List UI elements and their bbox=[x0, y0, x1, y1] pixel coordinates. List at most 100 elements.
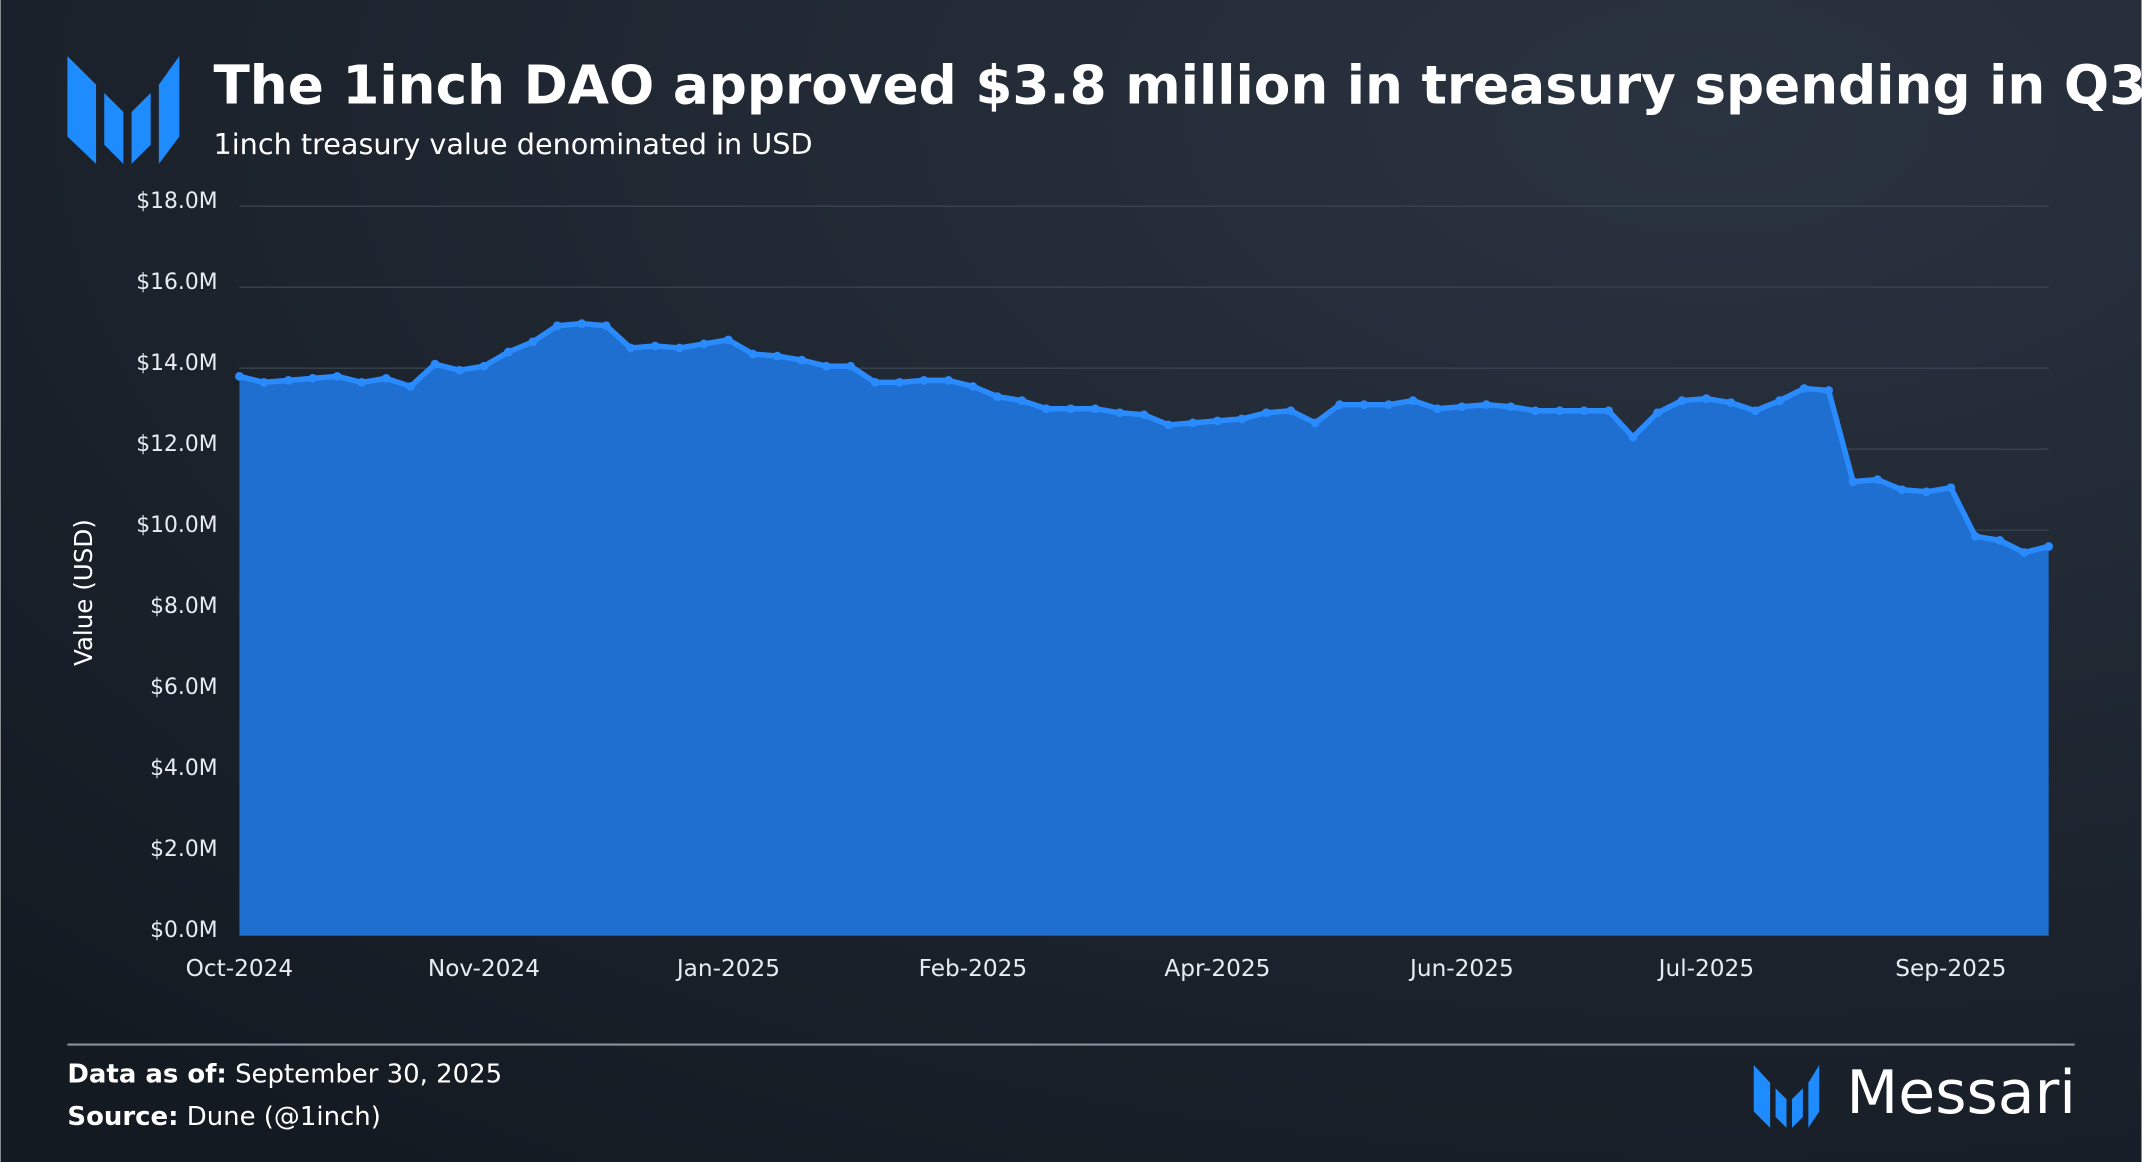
point bbox=[1848, 477, 1858, 487]
point bbox=[944, 376, 953, 385]
x-tick-label: Feb-2025 bbox=[919, 955, 1028, 982]
point bbox=[504, 347, 513, 357]
point bbox=[1530, 406, 1540, 416]
point bbox=[650, 341, 660, 351]
point bbox=[283, 376, 293, 385]
point bbox=[675, 343, 684, 353]
footer-source-label: Source: bbox=[67, 1101, 178, 1131]
point bbox=[1213, 416, 1222, 426]
brand-name: Messari bbox=[1846, 1058, 2076, 1128]
point bbox=[1139, 410, 1149, 420]
point bbox=[1335, 400, 1345, 410]
point bbox=[1824, 386, 1833, 395]
chart-title: The 1inch DAO approved $3.8 million in t… bbox=[213, 54, 2142, 116]
point bbox=[699, 339, 709, 349]
y-tick-label: $4.0M bbox=[150, 756, 217, 781]
point bbox=[1799, 384, 1809, 393]
y-axis-label: Value (USD) bbox=[69, 519, 98, 666]
point bbox=[1261, 408, 1271, 418]
point bbox=[479, 361, 489, 371]
point bbox=[870, 378, 880, 387]
footer-date-label: Data as of: bbox=[67, 1059, 226, 1089]
point bbox=[1188, 418, 1198, 428]
point bbox=[797, 355, 807, 365]
point bbox=[1408, 396, 1418, 405]
point bbox=[748, 349, 758, 359]
point bbox=[552, 321, 562, 331]
point bbox=[1579, 406, 1589, 416]
x-tick-label: Sep-2025 bbox=[1895, 955, 2006, 982]
y-tick-label: $10.0M bbox=[136, 513, 217, 538]
point bbox=[601, 321, 611, 331]
x-tick-label: Jun-2025 bbox=[1408, 955, 1514, 982]
point bbox=[1310, 418, 1320, 428]
point bbox=[2044, 542, 2054, 551]
point bbox=[430, 359, 440, 369]
point bbox=[1726, 398, 1736, 408]
y-tick-label: $18.0M bbox=[136, 189, 217, 214]
point bbox=[1628, 432, 1638, 442]
point bbox=[1702, 394, 1711, 403]
chart-subtitle: 1inch treasury value denominated in USD bbox=[213, 127, 812, 161]
point bbox=[406, 382, 415, 391]
y-tick-label: $14.0M bbox=[136, 351, 217, 376]
point bbox=[308, 373, 318, 383]
point bbox=[968, 382, 978, 391]
point bbox=[381, 373, 391, 383]
point bbox=[235, 371, 244, 381]
point bbox=[1115, 408, 1124, 418]
point bbox=[1457, 402, 1467, 412]
point bbox=[772, 351, 782, 361]
y-tick-label: $2.0M bbox=[150, 837, 217, 862]
y-tick-label: $0.0M bbox=[150, 918, 217, 943]
x-tick-label: Jan-2025 bbox=[675, 955, 780, 982]
point bbox=[895, 378, 904, 387]
brand-logo bbox=[1753, 1065, 1820, 1128]
x-tick-label: Jul-2025 bbox=[1657, 955, 1754, 982]
point bbox=[1750, 406, 1760, 416]
point bbox=[1286, 406, 1296, 416]
point bbox=[846, 361, 856, 371]
x-tick-label: Nov-2024 bbox=[428, 955, 540, 982]
point bbox=[1653, 408, 1662, 418]
point bbox=[821, 361, 831, 371]
footer-source-value: Dune (@1inch) bbox=[187, 1101, 381, 1131]
point bbox=[1922, 487, 1931, 497]
point bbox=[455, 365, 464, 375]
point bbox=[1873, 475, 1882, 484]
y-tick-label: $8.0M bbox=[150, 594, 217, 619]
point bbox=[724, 335, 733, 345]
point bbox=[2019, 548, 2029, 557]
point bbox=[1384, 400, 1393, 410]
point bbox=[1237, 414, 1247, 424]
footer-date-value: September 30, 2025 bbox=[235, 1059, 502, 1089]
y-tick-label: $12.0M bbox=[136, 432, 217, 457]
area bbox=[239, 323, 2049, 936]
footer-date: Data as of: September 30, 2025 bbox=[67, 1059, 502, 1089]
point bbox=[1164, 420, 1173, 430]
point bbox=[1604, 406, 1613, 416]
point bbox=[1897, 485, 1907, 495]
point bbox=[1970, 531, 1980, 541]
point bbox=[626, 343, 635, 353]
y-tick-label: $16.0M bbox=[136, 270, 217, 295]
point bbox=[1017, 396, 1027, 405]
x-tick-label: Apr-2025 bbox=[1164, 955, 1270, 982]
point bbox=[1481, 400, 1491, 410]
point bbox=[1555, 406, 1565, 416]
point bbox=[1506, 402, 1516, 412]
point bbox=[1359, 400, 1369, 410]
point bbox=[1775, 396, 1785, 405]
point bbox=[1041, 404, 1051, 414]
point bbox=[577, 319, 587, 329]
point bbox=[528, 337, 538, 347]
point bbox=[1946, 483, 1956, 493]
point bbox=[919, 376, 929, 385]
point bbox=[332, 371, 342, 381]
y-tick-label: $6.0M bbox=[150, 675, 217, 700]
x-tick-label: Oct-2024 bbox=[186, 955, 294, 982]
point bbox=[1090, 404, 1100, 414]
point bbox=[1677, 396, 1687, 405]
point bbox=[1433, 404, 1442, 414]
